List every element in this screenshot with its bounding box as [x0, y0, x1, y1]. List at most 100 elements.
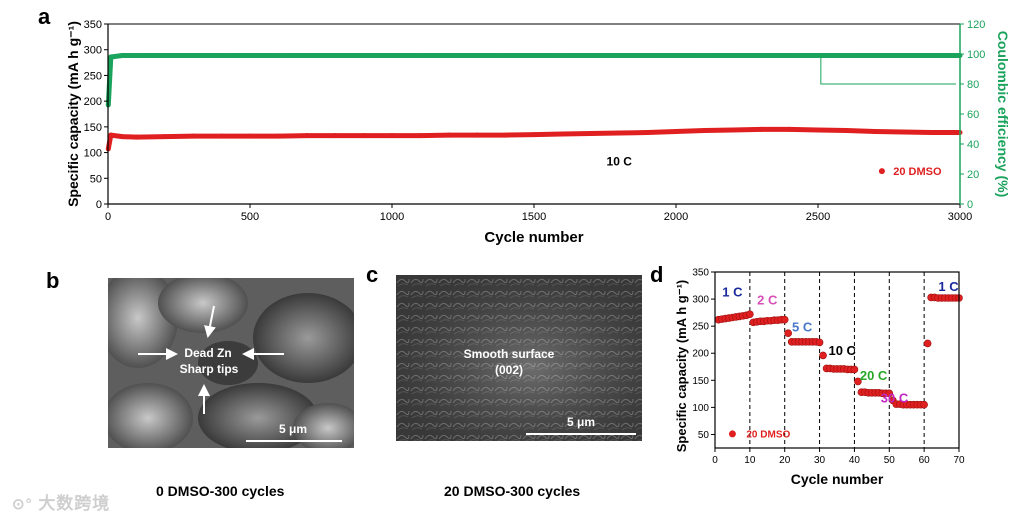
ce-point [588, 53, 594, 58]
y-tick-label: 250 [84, 70, 102, 82]
y-axis-label: Specific capacity (mA h g⁻¹) [65, 21, 81, 207]
y-tick-label: 200 [84, 96, 102, 108]
caption-c: 20 DMSO-300 cycles [444, 483, 581, 499]
sem-texture-c [396, 275, 642, 441]
y2-tick-label: 40 [967, 139, 979, 151]
ce-point [701, 53, 707, 58]
scale-bar-b [246, 440, 342, 442]
rate-label: 1 C [722, 284, 743, 299]
capacity-point [900, 129, 906, 135]
ce-point [503, 53, 509, 58]
caption-b: 0 DMSO-300 cycles [156, 483, 285, 499]
ce-point [815, 53, 821, 58]
rate-label: 2 C [757, 292, 778, 307]
y2-tick-label: 20 [967, 169, 979, 181]
capacity-point [108, 132, 114, 138]
watermark-text: 大数跨境 [38, 494, 111, 513]
rate-point [784, 329, 792, 337]
x-tick-label: 0 [712, 455, 718, 466]
dead-zn-label: Dead Zn [184, 346, 232, 360]
rate-point [815, 338, 824, 347]
y2-tick-label: 100 [967, 49, 985, 61]
panel-label-c: c [366, 262, 379, 287]
rate-chart: 0 10 20 30 40 50 60 70 50 100 150 200 250 300 350 Cycle… [674, 268, 965, 488]
capacity-point [389, 133, 395, 139]
rate-point [923, 339, 932, 348]
y2-tick-label: 120 [967, 19, 985, 31]
ce-point [361, 53, 367, 58]
scale-bar-c [526, 433, 636, 435]
sem-texture-b [108, 278, 354, 448]
ce-point [446, 53, 452, 58]
ce-point [219, 53, 225, 58]
capacity-point [588, 131, 594, 137]
x-tick-label: 20 [779, 455, 791, 466]
y-tick-label: 50 [90, 173, 102, 185]
scale-label-c: 5 μm [566, 415, 596, 429]
rate-label: 10 C [828, 343, 856, 358]
capacity-point [559, 131, 565, 137]
capacity-point [190, 133, 196, 139]
smooth-surface-label: Smooth surface [463, 347, 555, 361]
x-tick-label: 500 [241, 211, 259, 223]
panel-label-d: d [650, 262, 664, 287]
ce-point [304, 53, 310, 58]
panel-label-b: b [46, 268, 60, 293]
y2-axis-label: Coulombic efficiency (%) [995, 31, 1011, 197]
y-tick-label: 0 [96, 199, 102, 211]
rate-point [780, 315, 789, 324]
rate-point [854, 377, 862, 386]
x-axis-label: Cycle number [791, 471, 884, 487]
ce-point [474, 53, 480, 58]
x-tick-label: 60 [919, 455, 931, 466]
capacity-point [503, 132, 509, 138]
ce-point [929, 53, 935, 58]
capacity-point [673, 128, 679, 134]
watermark: ⊙° 大数跨境 [12, 489, 110, 514]
watermark-logo-icon: ⊙° [12, 496, 33, 513]
ce-point [673, 53, 679, 58]
y-axis-label: Specific capacity (mA h g⁻¹) [674, 280, 689, 453]
capacity-point [815, 127, 821, 133]
capacity-point [787, 126, 793, 132]
ce-point [389, 53, 395, 58]
ce-point [275, 53, 281, 58]
y-tick-label: 250 [692, 322, 709, 333]
capacity-point [417, 133, 423, 139]
sem-arrows-b [138, 305, 284, 414]
ce-point [133, 53, 139, 58]
ce-line [105, 53, 960, 106]
plane-002-label: (002) [494, 363, 523, 377]
capacity-point [929, 130, 935, 136]
ce-point [843, 53, 849, 58]
x-axis-label: Cycle number [484, 229, 583, 246]
capacity-point [843, 127, 849, 133]
rate-point [819, 351, 827, 360]
ce-point [162, 53, 168, 58]
x-tick-label: 50 [884, 455, 896, 466]
y-tick-label: 350 [84, 19, 102, 31]
rate-label: 20 C [860, 368, 888, 383]
y-tick-label: 100 [84, 148, 102, 160]
capacity-point [247, 133, 253, 139]
ce-point [119, 53, 125, 58]
sem-image-0-dmso: Dead Zn Sharp tips 5 μm [108, 278, 354, 448]
capacity-point [616, 130, 622, 136]
ce-point [730, 53, 736, 58]
ce-point [417, 53, 423, 58]
capacity-point [361, 133, 367, 139]
rate-point [885, 389, 894, 398]
capacity-point [730, 127, 736, 133]
ce-point [645, 53, 651, 58]
rate-label: 5 C [792, 320, 813, 335]
y-tick-label: 200 [692, 349, 709, 360]
y-tick-label: 300 [84, 45, 102, 57]
capacity-point [119, 134, 125, 140]
x-tick-label: 0 [105, 211, 111, 223]
capacity-point [162, 134, 168, 140]
y2-tick-label: 60 [967, 109, 979, 121]
panel-label-a: a [38, 4, 51, 29]
x-tick-label: 30 [814, 455, 826, 466]
capacity-point [474, 132, 480, 138]
